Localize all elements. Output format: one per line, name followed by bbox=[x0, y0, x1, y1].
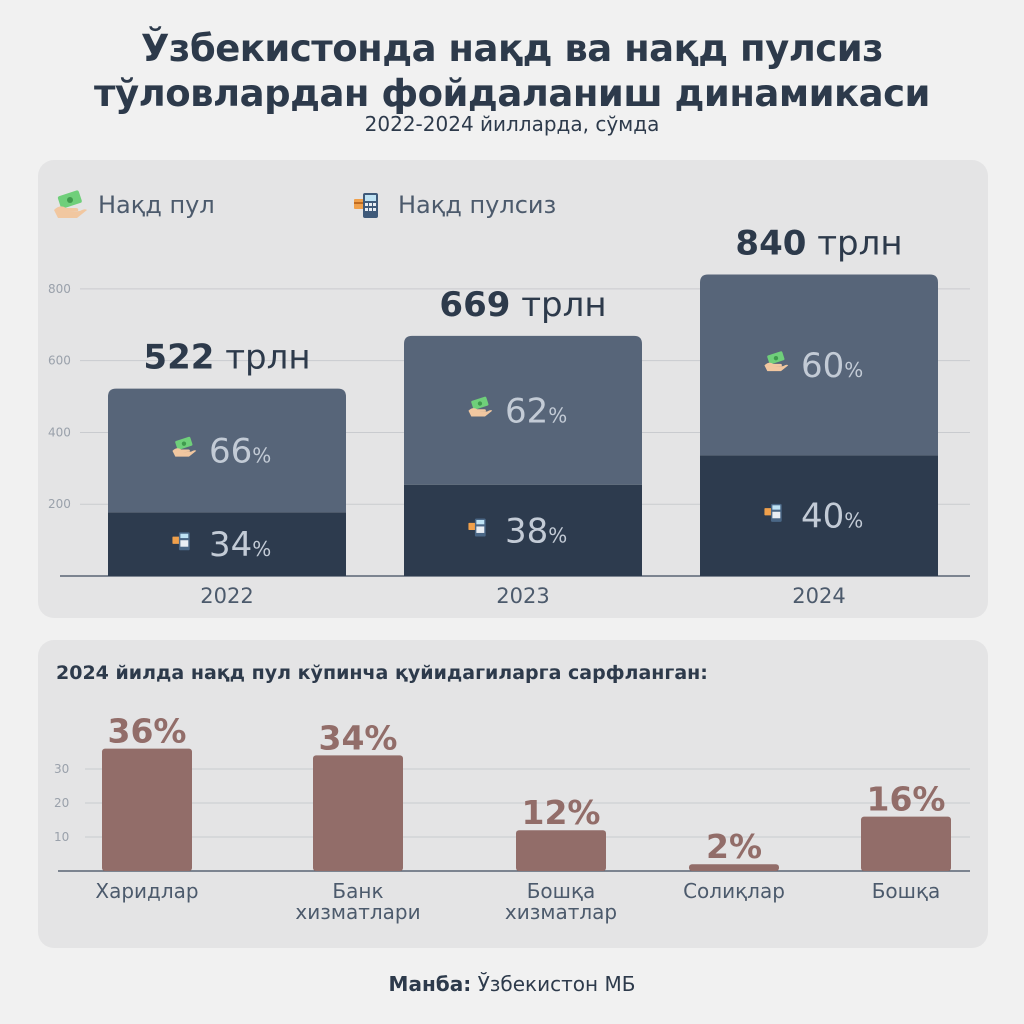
spend-bar bbox=[313, 755, 403, 871]
spend-value-label: 16% bbox=[867, 780, 946, 819]
cash-hand-icon bbox=[764, 351, 789, 372]
noncash-percent-label: 34% bbox=[209, 525, 271, 565]
source-value: Ўзбекистон МБ bbox=[471, 972, 636, 996]
bar-cash-2022 bbox=[108, 388, 346, 513]
cash-percent-label: 66% bbox=[209, 431, 271, 471]
y-tick-label: 400 bbox=[48, 425, 71, 439]
page-subtitle: 2022-2024 йилларда, сўмда bbox=[364, 112, 660, 136]
y-tick-label: 800 bbox=[48, 282, 71, 296]
bar-cash-2024 bbox=[700, 274, 938, 456]
cash-hand-icon bbox=[172, 436, 197, 457]
source-label: Манба: bbox=[388, 972, 472, 996]
spend-value-label: 34% bbox=[319, 718, 398, 757]
x-tick-label: Бошқа bbox=[527, 879, 596, 903]
pos-terminal-icon bbox=[172, 532, 190, 551]
spending-chart-panel bbox=[38, 640, 988, 948]
x-tick-label: 2024 bbox=[792, 584, 845, 608]
legend-noncash-label: Нақд пулсиз bbox=[398, 191, 557, 219]
total-label: 522 трлн bbox=[143, 338, 310, 378]
x-tick-label: хизматлар bbox=[505, 900, 617, 924]
source-note: Манба: Ўзбекистон МБ bbox=[0, 972, 1024, 996]
x-tick-label: Харидлар bbox=[95, 879, 198, 903]
bar-noncash-2022 bbox=[108, 512, 346, 576]
y-tick-label: 600 bbox=[48, 354, 71, 368]
cash-percent-label: 60% bbox=[801, 346, 863, 386]
bar-noncash-2023 bbox=[404, 484, 642, 576]
pos-terminal-icon bbox=[764, 503, 782, 522]
spend-value-label: 12% bbox=[522, 793, 601, 832]
x-tick-label: 2023 bbox=[496, 584, 549, 608]
y-tick-label: 20 bbox=[54, 796, 69, 810]
legend-cash: Нақд пул bbox=[52, 190, 215, 220]
y-tick-label: 200 bbox=[48, 497, 71, 511]
legend-noncash: Нақд пулсиз bbox=[352, 190, 556, 220]
noncash-percent-label: 40% bbox=[801, 497, 863, 537]
y-tick-label: 10 bbox=[54, 830, 69, 844]
cash-percent-label: 62% bbox=[505, 391, 567, 431]
total-label: 669 трлн bbox=[439, 285, 606, 325]
y-tick-label: 30 bbox=[54, 762, 69, 776]
cash-hand-icon bbox=[468, 396, 493, 417]
total-label: 840 трлн bbox=[735, 224, 902, 264]
spend-value-label: 36% bbox=[108, 712, 187, 751]
bar-noncash-2024 bbox=[700, 455, 938, 576]
x-tick-label: Банк bbox=[332, 879, 383, 903]
x-tick-label: Бошқа bbox=[872, 879, 941, 903]
spend-bar bbox=[516, 830, 606, 871]
x-tick-label: 2022 bbox=[200, 584, 253, 608]
spend-bar bbox=[689, 864, 779, 871]
cash-hand-icon bbox=[54, 190, 87, 218]
title-line-1: Ўзбекистонда нақд ва нақд пулсиз bbox=[140, 27, 884, 70]
bar-cash-2023 bbox=[404, 335, 642, 485]
legend-cash-label: Нақд пул bbox=[98, 191, 215, 219]
x-tick-label: Солиқлар bbox=[683, 879, 785, 903]
page-title: Ўзбекистонда нақд ва нақд пулсиз тўловла… bbox=[0, 26, 1024, 116]
spend-bar bbox=[861, 816, 951, 871]
x-tick-label: хизматлари bbox=[295, 900, 420, 924]
spend-value-label: 2% bbox=[706, 827, 762, 866]
pos-terminal-icon bbox=[354, 193, 378, 218]
spending-chart-title: 2024 йилда нақд пул кўпинча қуйидагиларг… bbox=[56, 662, 708, 684]
spend-bar bbox=[102, 748, 192, 871]
noncash-percent-label: 38% bbox=[505, 511, 567, 551]
pos-terminal-icon bbox=[468, 518, 486, 537]
title-line-2: тўловлардан фойдаланиш динамикаси bbox=[94, 72, 930, 115]
